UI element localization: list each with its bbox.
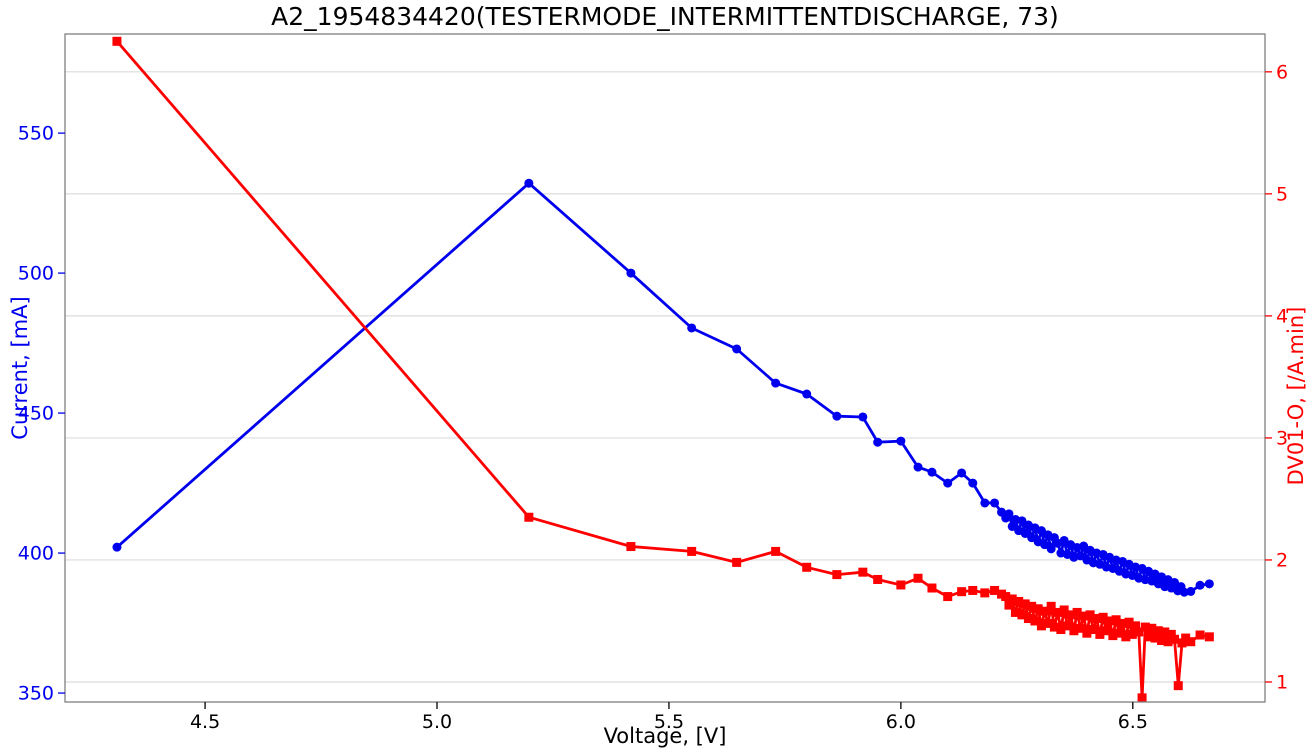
svg-text:1: 1	[1276, 671, 1288, 693]
svg-text:6: 6	[1276, 61, 1288, 83]
current-series	[112, 178, 1214, 597]
x-axis-label: Voltage, [V]	[603, 724, 727, 748]
grid-lines	[65, 71, 1265, 683]
svg-text:5.0: 5.0	[422, 711, 452, 733]
right-axis-ticks: 1 2 3 4 5 6	[1265, 61, 1288, 693]
current-markers	[112, 178, 1214, 597]
svg-text:350: 350	[18, 683, 54, 705]
left-axis-ticks: 350 400 450 500 550	[18, 123, 65, 705]
dv01-series	[112, 36, 1214, 702]
svg-text:400: 400	[18, 543, 54, 565]
svg-text:4: 4	[1276, 305, 1288, 327]
x-axis-ticks: 4.5 5.0 5.5 6.0 6.5	[190, 702, 1148, 733]
svg-text:6.5: 6.5	[1118, 711, 1148, 733]
svg-text:550: 550	[18, 123, 54, 145]
dv01-markers	[112, 36, 1214, 702]
plot-border	[64, 33, 1266, 703]
svg-text:450: 450	[18, 403, 54, 425]
svg-text:5: 5	[1276, 183, 1288, 205]
chart-title: A2_1954834420(TESTERMODE_INTERMITTENTDIS…	[271, 2, 1059, 31]
svg-text:4.5: 4.5	[190, 711, 220, 733]
svg-text:500: 500	[18, 263, 54, 285]
right-axis-label: DV01-O, [/A.min]	[1284, 306, 1308, 486]
svg-text:3: 3	[1276, 427, 1288, 449]
svg-text:6.0: 6.0	[886, 711, 916, 733]
svg-text:2: 2	[1276, 549, 1288, 571]
dv01-line	[115, 40, 1210, 700]
left-axis-label: Current, [mA]	[8, 296, 32, 440]
svg-text:5.5: 5.5	[654, 711, 684, 733]
